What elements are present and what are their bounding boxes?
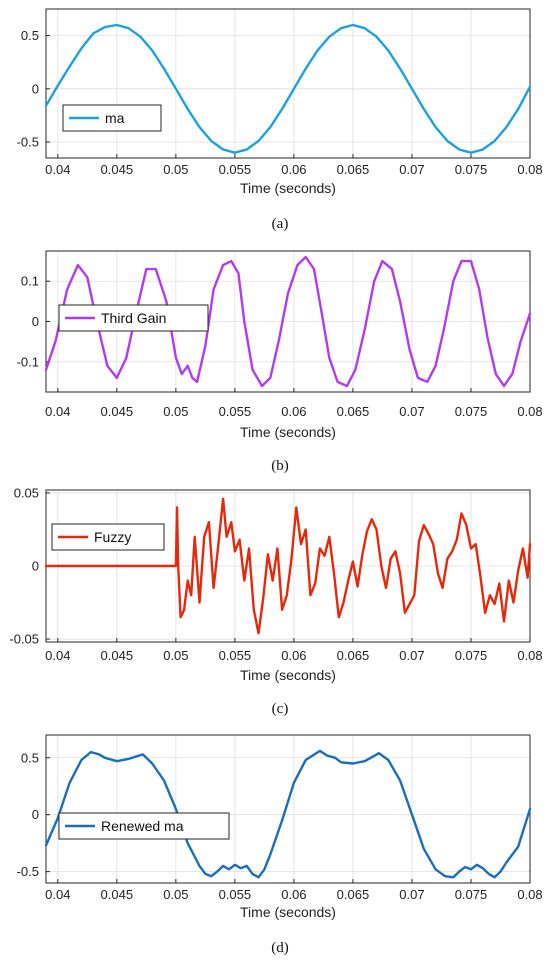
x-tick-label: 0.045 (101, 887, 134, 902)
chart-panel-4: 0.04 0.045 0.05 0.055 0.06 0.065 0.07 0.075 0.08… (17, 734, 543, 956)
series-line-1 (44, 749, 532, 879)
x-tick-label: 0.05 (163, 162, 188, 177)
y-tick-label: 0.05 (14, 485, 39, 500)
x-axis-label: Time (seconds) (240, 667, 336, 683)
x-tick-label: 0.045 (101, 162, 134, 177)
x-tick-label: 0.065 (337, 887, 370, 902)
chart-panel-2: 0.04 0.045 0.05 0.055 0.06 0.065 0.07 0.075 0.08… (17, 250, 543, 474)
legend: Third Gain (58, 304, 209, 332)
x-tick-label: 0.065 (337, 648, 370, 663)
x-tick-label: 0.075 (455, 162, 488, 177)
x-tick-label: 0.045 (101, 648, 134, 663)
y-tick-label: -0.5 (17, 135, 39, 150)
x-tick-label: 0.04 (45, 404, 70, 419)
x-tick-label: 0.06 (281, 162, 306, 177)
x-tick-label: 0.04 (45, 648, 70, 663)
legend-label: Third Gain (101, 310, 166, 326)
x-tick-label: 0.06 (281, 887, 306, 902)
plot-area-frame (45, 734, 531, 884)
panel-caption: (b) (271, 458, 289, 474)
legend: ma (62, 104, 162, 132)
x-tick-label: 0.055 (219, 648, 252, 663)
x-axis-label: Time (seconds) (240, 904, 336, 920)
y-tick-label: -0.1 (17, 354, 39, 369)
x-tick-label: 0.05 (163, 887, 188, 902)
y-tick-label: -0.5 (17, 864, 39, 879)
x-tick-label: 0.065 (337, 162, 370, 177)
x-tick-label: 0.075 (455, 648, 488, 663)
legend: Fuzzy (51, 523, 165, 551)
x-axis-label: Time (seconds) (240, 424, 336, 440)
x-tick-label: 0.06 (281, 404, 306, 419)
x-tick-label: 0.05 (163, 404, 188, 419)
x-tick-label: 0.04 (45, 887, 70, 902)
chart-panel-1: 0.04 0.045 0.05 0.055 0.06 0.065 0.07 0.075 0.08… (17, 8, 543, 232)
x-tick-label: 0.075 (455, 404, 488, 419)
x-tick-label: 0.045 (101, 404, 134, 419)
x-tick-label: 0.06 (281, 648, 306, 663)
x-tick-label: 0.08 (517, 162, 542, 177)
x-tick-label: 0.07 (399, 887, 424, 902)
plot-area-frame (45, 8, 531, 159)
series-line-1 (44, 23, 532, 154)
y-tick-label: 0 (32, 81, 39, 96)
y-tick-label: 0 (32, 807, 39, 822)
x-tick-label: 0.055 (219, 162, 252, 177)
series-line-1 (44, 497, 532, 635)
x-tick-label: 0.07 (399, 162, 424, 177)
x-tick-label: 0.055 (219, 404, 252, 419)
panel-caption: (a) (272, 216, 289, 232)
x-tick-label: 0.08 (517, 648, 542, 663)
y-tick-label: 0 (32, 314, 39, 329)
panel-caption: (d) (271, 940, 289, 956)
legend: Renewed ma (58, 812, 230, 840)
legend-label: Renewed ma (101, 818, 184, 834)
x-tick-label: 0.07 (399, 404, 424, 419)
legend-label: ma (105, 110, 125, 126)
x-tick-label: 0.05 (163, 648, 188, 663)
x-tick-label: 0.075 (455, 887, 488, 902)
x-tick-label: 0.08 (517, 887, 542, 902)
y-tick-label: 0.1 (21, 274, 39, 289)
x-tick-label: 0.055 (219, 887, 252, 902)
legend-label: Fuzzy (94, 529, 131, 545)
y-tick-label: -0.05 (9, 632, 39, 647)
panel-caption: (c) (272, 701, 289, 717)
x-tick-label: 0.04 (45, 162, 70, 177)
x-tick-label: 0.07 (399, 648, 424, 663)
chart-panel-3: 0.04 0.045 0.05 0.055 0.06 0.065 0.07 0.075 0.08… (9, 485, 542, 717)
series-line-1 (44, 255, 532, 388)
y-tick-label: 0.5 (21, 28, 39, 43)
x-axis-label: Time (seconds) (240, 180, 336, 196)
y-tick-label: 0.5 (21, 750, 39, 765)
x-tick-label: 0.08 (517, 404, 542, 419)
y-tick-label: 0 (32, 559, 39, 574)
x-tick-label: 0.065 (337, 404, 370, 419)
